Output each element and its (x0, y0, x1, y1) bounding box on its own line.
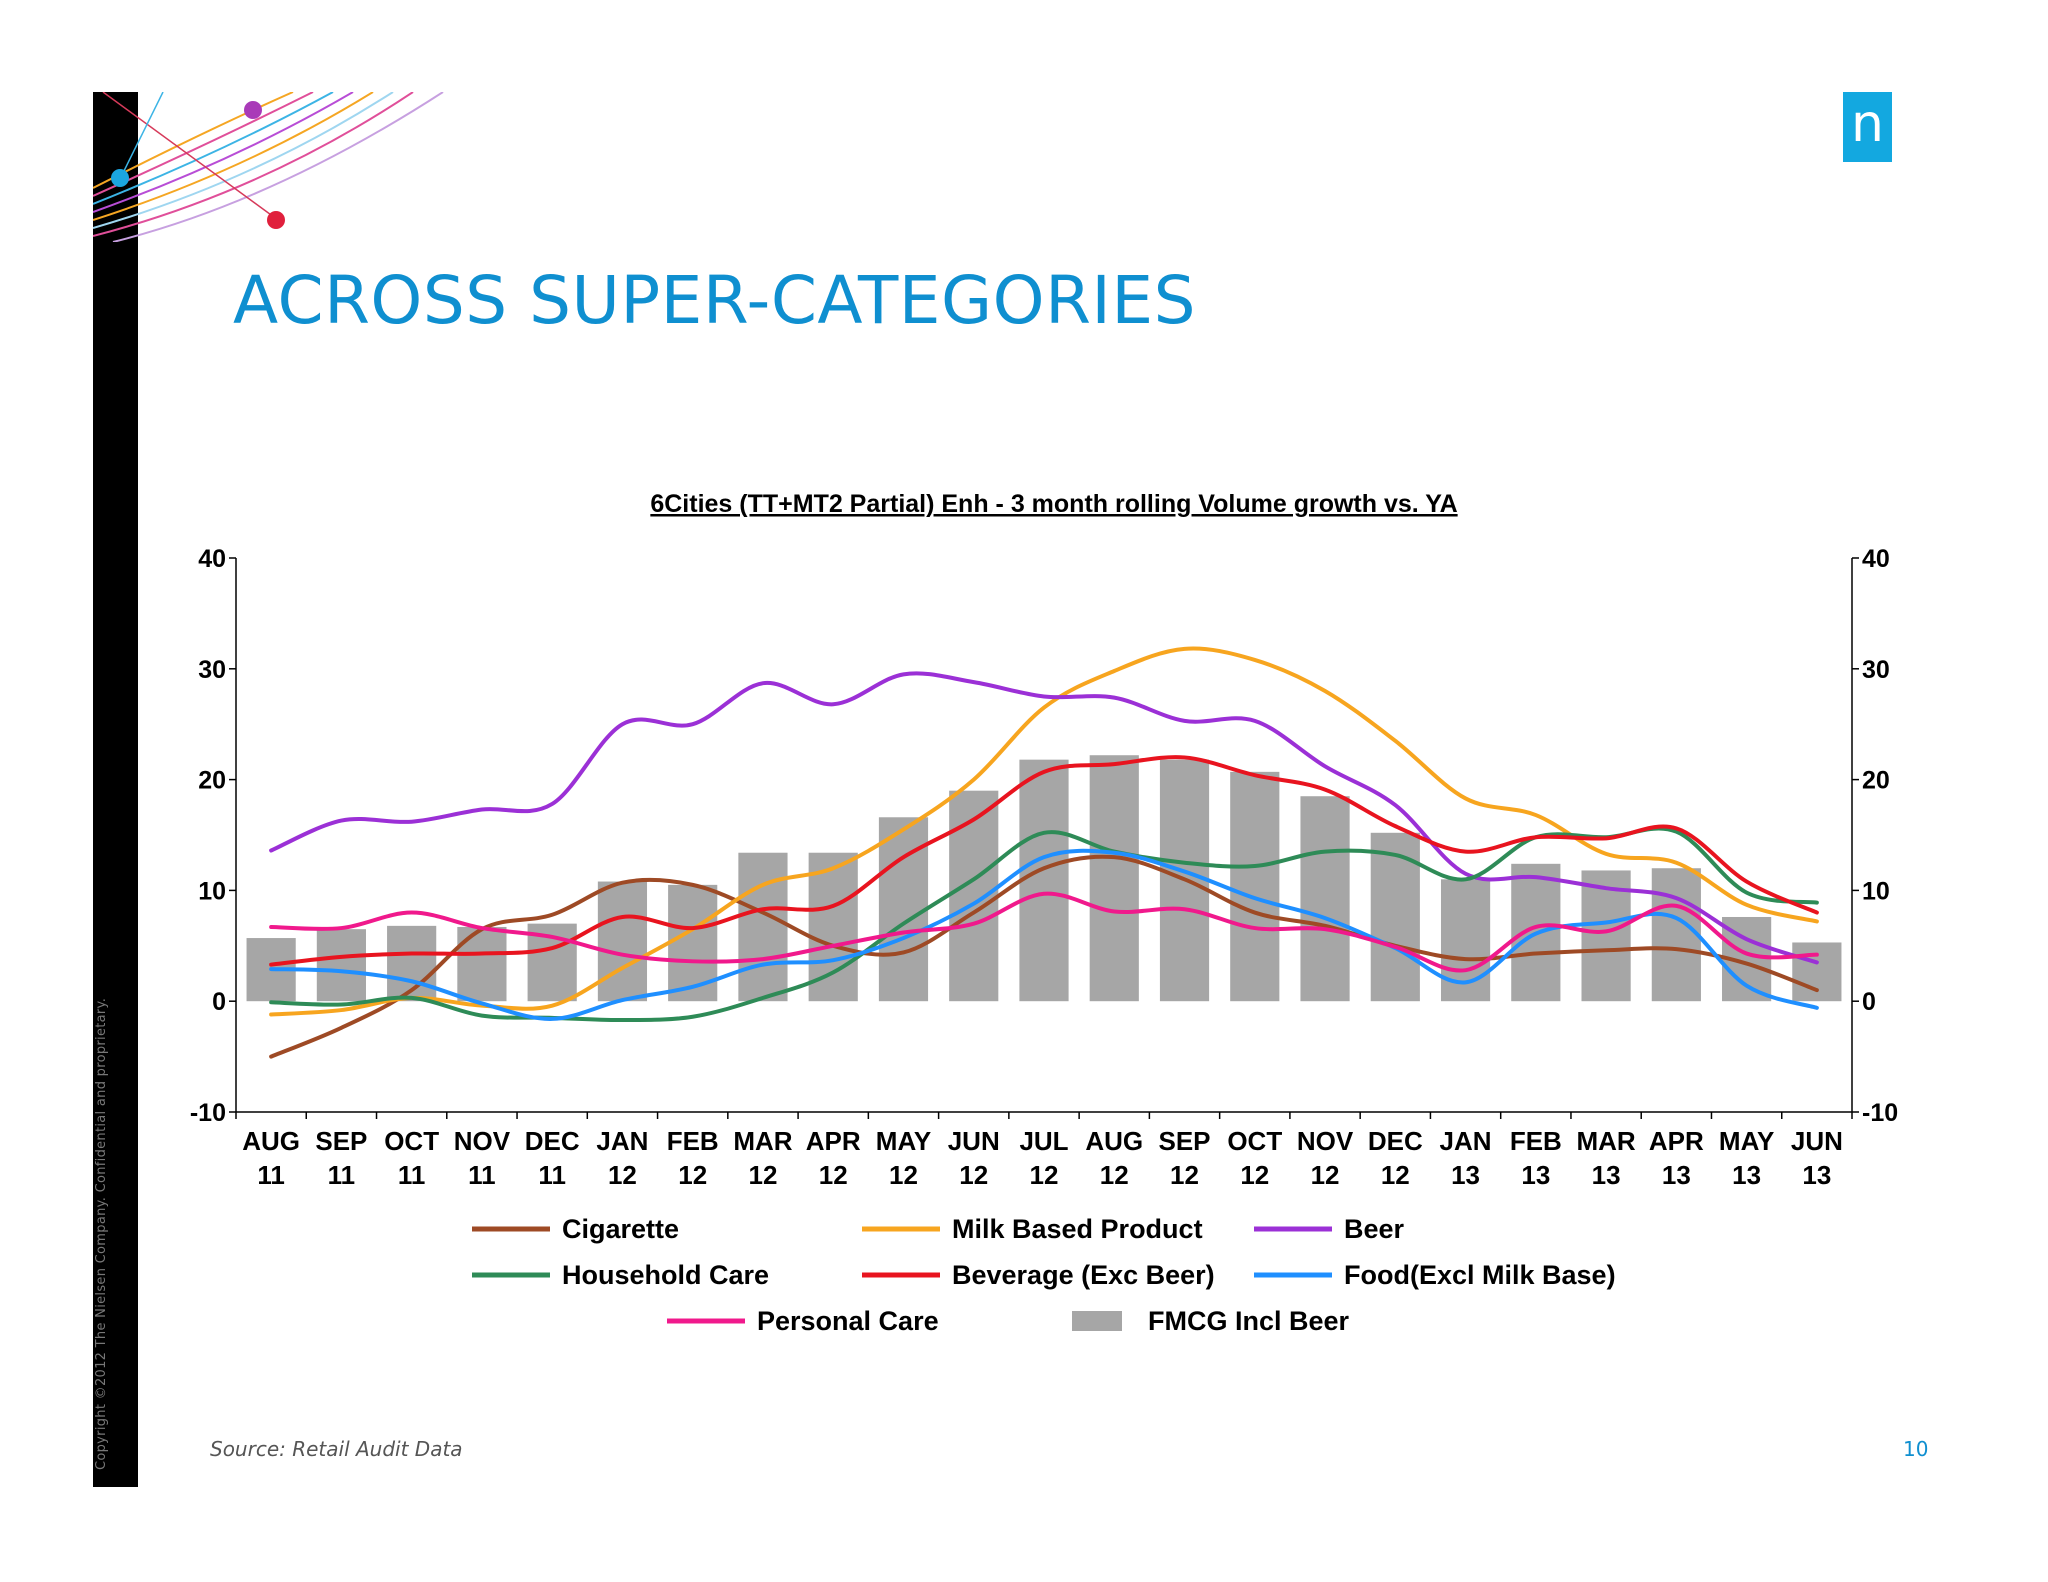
legend-label: Cigarette (562, 1214, 679, 1244)
x-tick-label-year: 12 (1030, 1160, 1059, 1190)
x-tick-label-month: SEP (1159, 1126, 1211, 1156)
x-tick-label-year: 11 (398, 1160, 426, 1190)
x-tick-label-year: 12 (1381, 1160, 1410, 1190)
series-line-cigarette (269, 854, 1819, 1059)
x-tick-label-year: 12 (1100, 1160, 1129, 1190)
decorative-arcs-icon (93, 92, 444, 242)
x-tick-label-year: 12 (819, 1160, 848, 1190)
x-tick-label-month: NOV (454, 1126, 511, 1156)
y2-tick-label: 40 (1862, 545, 1890, 573)
bar-fmcg (1300, 796, 1350, 1002)
legend-label: Household Care (562, 1260, 769, 1290)
x-tick-label-month: OCT (384, 1126, 439, 1156)
x-tick-label-year: 13 (1732, 1160, 1761, 1190)
x-tick-label-month: JAN (1440, 1126, 1492, 1156)
x-tick-label-month: JUN (1791, 1126, 1843, 1156)
x-tick-label-year: 11 (538, 1160, 566, 1190)
x-tick-label-month: AUG (242, 1126, 300, 1156)
y2-tick-label: 20 (1862, 767, 1890, 795)
legend-swatch-bar (1072, 1311, 1122, 1331)
bar-fmcg (1792, 942, 1842, 1002)
bar-fmcg (1089, 755, 1139, 1002)
x-tick-label-year: 12 (608, 1160, 637, 1190)
y2-tick-label: 30 (1862, 656, 1890, 684)
bar-fmcg (808, 852, 858, 1002)
x-tick-label-month: MAY (1719, 1126, 1774, 1156)
x-tick-label-month: OCT (1227, 1126, 1282, 1156)
series-line-beer (269, 671, 1819, 965)
x-tick-label-month: FEB (667, 1126, 719, 1156)
bar-fmcg (949, 790, 999, 1002)
x-tick-label-month: MAY (876, 1126, 931, 1156)
y2-tick-label: 10 (1862, 877, 1890, 905)
y-tick-label: -10 (190, 1099, 226, 1127)
x-tick-label-year: 11 (468, 1160, 496, 1190)
x-tick-label-year: 13 (1662, 1160, 1691, 1190)
y2-tick-label: 0 (1862, 988, 1876, 1016)
source-note: Source: Retail Audit Data (210, 1437, 463, 1461)
y2-tick-label: -10 (1862, 1099, 1898, 1127)
page-number: 10 (1903, 1437, 1929, 1461)
x-tick-label-year: 12 (748, 1160, 777, 1190)
x-tick-label-year: 12 (889, 1160, 918, 1190)
bar-fmcg (457, 926, 507, 1002)
y-tick-label: 10 (198, 877, 226, 905)
legend-label: Beer (1344, 1214, 1405, 1244)
side-bar (93, 92, 138, 1487)
series-line-beverage-exc-beer (269, 755, 1819, 967)
x-tick-label-year: 12 (1311, 1160, 1340, 1190)
legend-label: Milk Based Product (952, 1214, 1203, 1244)
x-tick-label-month: DEC (1368, 1126, 1423, 1156)
bar-fmcg (738, 852, 788, 1002)
x-tick-label-month: DEC (525, 1126, 580, 1156)
legend-label: Food(Excl Milk Base) (1344, 1260, 1616, 1290)
x-tick-label-year: 12 (1170, 1160, 1199, 1190)
x-tick-label-year: 12 (959, 1160, 988, 1190)
page-title: ACROSS SUPER-CATEGORIES (233, 262, 1196, 339)
x-tick-label-year: 13 (1802, 1160, 1831, 1190)
bar-fmcg (668, 884, 718, 1002)
y-tick-label: 20 (198, 767, 226, 795)
x-tick-label-month: APR (1649, 1126, 1704, 1156)
x-tick-label-year: 13 (1521, 1160, 1550, 1190)
legend-label: Beverage (Exc Beer) (952, 1260, 1215, 1290)
legend-label: FMCG Incl Beer (1148, 1306, 1350, 1336)
x-tick-label-year: 13 (1451, 1160, 1480, 1190)
y-tick-label: 0 (212, 988, 226, 1016)
x-tick-label-year: 12 (1240, 1160, 1269, 1190)
x-tick-label-year: 12 (678, 1160, 707, 1190)
x-tick-label-month: JUN (948, 1126, 1000, 1156)
x-tick-label-month: JAN (596, 1126, 648, 1156)
bar-fmcg (597, 881, 648, 1002)
x-tick-label-month: APR (806, 1126, 861, 1156)
x-tick-label-month: NOV (1297, 1126, 1354, 1156)
nielsen-logo-icon: n (1843, 92, 1892, 162)
bar-fmcg (1230, 771, 1280, 1002)
bar-fmcg (1019, 759, 1069, 1002)
bar-fmcg (1651, 868, 1701, 1002)
bar-fmcg (878, 817, 929, 1002)
x-tick-label-month: MAR (733, 1126, 792, 1156)
x-tick-label-year: 11 (257, 1160, 285, 1190)
x-tick-label-month: SEP (315, 1126, 367, 1156)
x-tick-label-month: AUG (1085, 1126, 1143, 1156)
chart-title: 6Cities (TT+MT2 Partial) Enh - 3 month r… (650, 490, 1457, 518)
bar-fmcg (316, 929, 366, 1002)
series-line-personal-care (269, 891, 1819, 973)
x-tick-label-year: 11 (328, 1160, 356, 1190)
y-tick-label: 30 (198, 656, 226, 684)
x-tick-label-year: 13 (1592, 1160, 1621, 1190)
y-tick-label: 40 (198, 545, 226, 573)
bar-fmcg (1370, 832, 1420, 1002)
bar-fmcg (1581, 870, 1631, 1002)
legend-label: Personal Care (757, 1306, 939, 1336)
x-tick-label-month: FEB (1510, 1126, 1562, 1156)
x-tick-label-month: MAR (1576, 1126, 1635, 1156)
series-line-milk-based-product (269, 646, 1819, 1017)
x-tick-label-month: JUL (1019, 1126, 1068, 1156)
